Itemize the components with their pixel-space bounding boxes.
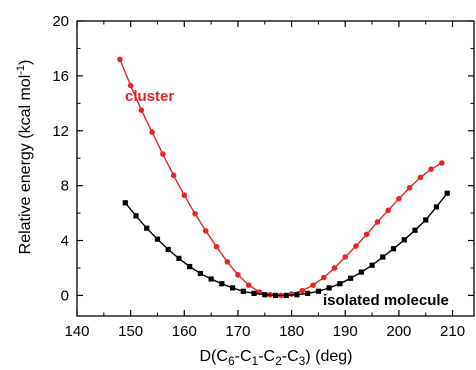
axes-group: [76, 20, 475, 317]
series-cluster: [117, 56, 445, 299]
x-tick-label: 210: [440, 323, 465, 340]
data-point-cluster: [149, 129, 155, 135]
data-point-isolated-molecule: [144, 225, 150, 231]
data-point-isolated-molecule: [229, 285, 236, 291]
data-point-isolated-molecule: [380, 254, 386, 260]
series-layer: [117, 56, 450, 299]
data-point-cluster: [127, 82, 134, 89]
x-tick-label: 150: [118, 323, 143, 340]
data-point-isolated-molecule: [187, 264, 193, 270]
data-point-cluster: [396, 195, 402, 202]
data-point-cluster: [192, 210, 198, 217]
data-point-isolated-molecule: [369, 262, 375, 268]
data-point-isolated-molecule: [165, 246, 171, 253]
data-point-isolated-molecule: [401, 237, 407, 243]
x-tick-label: 180: [279, 323, 304, 340]
series-label-cluster: cluster: [125, 88, 174, 105]
data-point-isolated-molecule: [294, 292, 300, 298]
data-point-cluster: [288, 291, 295, 297]
data-point-isolated-molecule: [219, 281, 225, 287]
data-point-isolated-molecule: [390, 246, 397, 252]
x-axis-ticks: 140 150 160 170 180 190 200 210: [64, 21, 465, 340]
data-point-isolated-molecule: [197, 270, 203, 277]
y-tick-label: 4: [61, 233, 69, 250]
data-point-isolated-molecule: [283, 292, 289, 299]
y-tick-label: 20: [52, 13, 69, 30]
data-point-isolated-molecule: [444, 190, 450, 196]
data-point-isolated-molecule: [348, 275, 354, 281]
data-point-isolated-molecule: [337, 281, 343, 287]
data-point-cluster: [331, 265, 338, 271]
x-tick-label: 140: [64, 323, 89, 340]
data-point-isolated-molecule: [305, 290, 311, 296]
series-label-isolated-molecule: isolated molecule: [323, 292, 449, 309]
data-point-isolated-molecule: [433, 204, 440, 210]
data-point-cluster: [224, 259, 231, 265]
x-tick-label: 170: [225, 323, 250, 340]
x-tick-label: 190: [333, 323, 358, 340]
data-point-isolated-molecule: [315, 288, 322, 294]
x-tick-label: 200: [386, 323, 411, 340]
data-point-cluster: [245, 282, 252, 288]
data-point-cluster: [310, 282, 316, 288]
y-tick-label: 8: [61, 178, 69, 195]
y-tick-label: 0: [61, 287, 69, 304]
data-point-cluster: [428, 166, 434, 172]
data-point-cluster: [235, 272, 241, 278]
data-point-isolated-molecule: [272, 292, 279, 299]
data-point-cluster: [213, 243, 220, 250]
data-point-cluster: [353, 243, 359, 249]
data-point-isolated-molecule: [240, 288, 246, 294]
data-point-isolated-molecule: [326, 285, 332, 291]
data-point-isolated-molecule: [251, 290, 257, 296]
data-point-isolated-molecule: [122, 200, 128, 206]
data-point-isolated-molecule: [133, 213, 139, 219]
data-point-cluster: [202, 228, 209, 234]
plot-frame: [76, 20, 475, 317]
data-point-cluster: [138, 107, 145, 113]
y-axis-title: Relative energy (kcal mol-1): [15, 60, 34, 255]
y-tick-label: 16: [52, 68, 69, 85]
data-point-cluster: [299, 287, 306, 294]
data-point-cluster: [417, 174, 424, 181]
data-point-cluster: [363, 231, 370, 238]
data-point-isolated-molecule: [262, 292, 268, 298]
data-point-cluster: [342, 254, 349, 260]
data-point-cluster: [117, 56, 123, 63]
data-point-isolated-molecule: [208, 276, 214, 282]
data-point-cluster: [170, 172, 177, 179]
data-point-isolated-molecule: [176, 255, 182, 261]
data-point-cluster: [374, 219, 381, 225]
y-axis-ticks: 0 4 8 12 16 20: [52, 13, 474, 304]
data-point-isolated-molecule: [412, 227, 418, 233]
data-point-isolated-molecule: [423, 217, 429, 223]
data-point-cluster: [406, 184, 413, 191]
x-axis-title: D(C6-C1-C2-C3) (deg): [200, 348, 353, 368]
data-point-cluster: [385, 207, 391, 214]
data-point-cluster: [181, 192, 188, 199]
data-point-isolated-molecule: [154, 236, 161, 242]
series-line-isolated-molecule: [124, 192, 448, 297]
y-tick-label: 12: [52, 123, 69, 140]
data-point-cluster: [320, 274, 327, 281]
x-tick-label: 160: [172, 323, 197, 340]
data-point-cluster: [160, 151, 166, 157]
series-isolated-molecule: [122, 190, 450, 299]
data-point-cluster: [439, 160, 445, 166]
data-point-isolated-molecule: [358, 269, 364, 275]
